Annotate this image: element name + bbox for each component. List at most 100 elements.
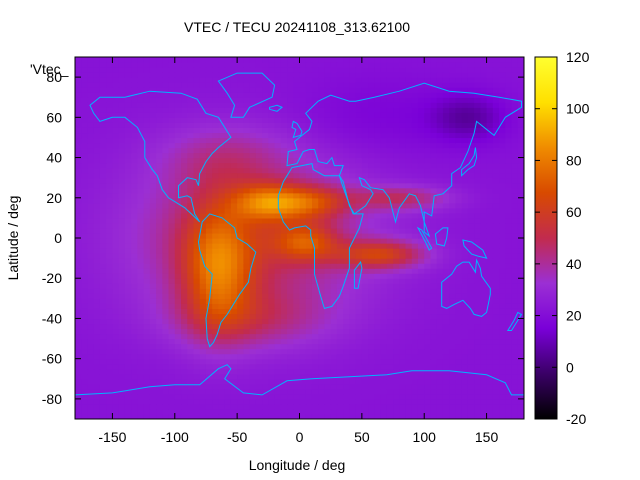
- heatmap-cell: [492, 363, 500, 370]
- heatmap-cell: [386, 172, 394, 179]
- heatmap-cell: [505, 263, 513, 269]
- heatmap-cell: [230, 132, 238, 139]
- heatmap-cell: [455, 313, 463, 320]
- heatmap-cell: [237, 348, 244, 355]
- heatmap-cell: [330, 222, 338, 229]
- heatmap-cell: [380, 403, 388, 410]
- heatmap-cell: [393, 268, 400, 274]
- heatmap-cell: [280, 72, 288, 78]
- heatmap-cell: [149, 197, 157, 204]
- heatmap-cell: [149, 388, 157, 395]
- heatmap-cell: [368, 273, 375, 279]
- heatmap-cell: [311, 152, 319, 159]
- heatmap-cell: [249, 157, 257, 164]
- heatmap-cell: [187, 378, 195, 385]
- heatmap-cell: [299, 197, 307, 204]
- heatmap-cell: [374, 368, 382, 375]
- heatmap-cell: [249, 373, 257, 380]
- heatmap-cell: [318, 268, 326, 274]
- heatmap-cell: [324, 328, 332, 335]
- heatmap-cell: [492, 102, 500, 108]
- heatmap-cell: [199, 308, 207, 315]
- heatmap-cell: [349, 358, 357, 365]
- heatmap-cell: [205, 197, 213, 204]
- heatmap-cell: [287, 243, 294, 249]
- heatmap-cell: [87, 127, 95, 134]
- heatmap-cell: [224, 248, 232, 254]
- heatmap-cell: [218, 202, 226, 209]
- heatmap-cell: [461, 263, 469, 269]
- heatmap-cell: [112, 398, 120, 405]
- heatmap-cell: [486, 142, 494, 149]
- heatmap-cell: [411, 358, 419, 365]
- heatmap-cell: [511, 137, 519, 144]
- heatmap-cell: [187, 182, 195, 189]
- heatmap-cell: [81, 393, 89, 400]
- heatmap-cell: [399, 162, 407, 169]
- heatmap-cell: [311, 278, 319, 284]
- heatmap-cell: [324, 323, 332, 330]
- heatmap-cell: [355, 413, 363, 419]
- heatmap-cell: [517, 77, 524, 83]
- heatmap-cell: [168, 127, 176, 134]
- heatmap-cell: [330, 132, 338, 139]
- heatmap-cell: [393, 97, 400, 103]
- heatmap-cell: [399, 353, 407, 360]
- heatmap-cell: [424, 122, 432, 128]
- heatmap-cell: [149, 132, 157, 139]
- heatmap-cell: [212, 192, 220, 199]
- heatmap-cell: [430, 238, 438, 244]
- heatmap-cell: [343, 413, 350, 419]
- heatmap-cell: [505, 172, 513, 179]
- heatmap-cell: [93, 318, 101, 325]
- heatmap-cell: [480, 303, 488, 309]
- heatmap-cell: [349, 102, 357, 108]
- heatmap-cell: [274, 162, 282, 169]
- heatmap-cell: [149, 273, 157, 279]
- heatmap-cell: [237, 393, 244, 400]
- heatmap-cell: [399, 122, 407, 128]
- heatmap-cell: [212, 348, 220, 355]
- heatmap-cell: [430, 283, 438, 289]
- heatmap-cell: [181, 107, 188, 113]
- heatmap-cell: [87, 238, 95, 244]
- heatmap-cell: [149, 283, 157, 289]
- heatmap-cell: [124, 378, 132, 385]
- heatmap-cell: [262, 363, 269, 370]
- heatmap-cell: [193, 132, 201, 139]
- heatmap-cell: [293, 192, 301, 199]
- heatmap-cell: [318, 263, 326, 269]
- heatmap-cell: [81, 102, 89, 108]
- heatmap-cell: [162, 298, 170, 304]
- heatmap-cell: [274, 323, 282, 330]
- heatmap-cell: [205, 403, 213, 410]
- heatmap-cell: [205, 368, 213, 375]
- heatmap-cell: [324, 353, 332, 360]
- heatmap-cell: [492, 142, 500, 149]
- heatmap-cell: [199, 288, 207, 294]
- heatmap-cell: [249, 147, 257, 154]
- heatmap-cell: [361, 263, 369, 269]
- heatmap-cell: [143, 338, 151, 345]
- heatmap-cell: [330, 408, 338, 415]
- heatmap-cell: [249, 403, 257, 410]
- heatmap-cell: [156, 303, 163, 309]
- heatmap-cell: [93, 268, 101, 274]
- heatmap-cell: [124, 253, 132, 259]
- heatmap-cell: [218, 293, 226, 299]
- heatmap-cell: [93, 72, 101, 78]
- heatmap-cell: [411, 117, 419, 123]
- heatmap-cell: [474, 288, 481, 294]
- heatmap-cell: [318, 222, 326, 229]
- heatmap-cell: [336, 353, 344, 360]
- heatmap-cell: [93, 383, 101, 390]
- heatmap-cell: [112, 253, 120, 259]
- heatmap-cell: [168, 117, 176, 123]
- heatmap-cell: [492, 263, 500, 269]
- heatmap-cell: [318, 232, 326, 239]
- heatmap-cell: [187, 303, 195, 309]
- heatmap-cell: [131, 263, 138, 269]
- heatmap-cell: [255, 132, 263, 139]
- heatmap-cell: [393, 288, 400, 294]
- heatmap-cell: [517, 378, 524, 385]
